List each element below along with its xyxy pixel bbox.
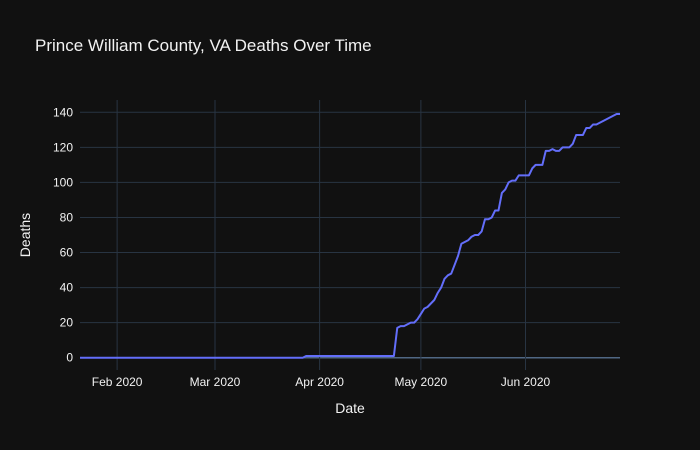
y-tick-label: 80: [60, 210, 74, 224]
y-tick-label: 100: [53, 175, 73, 189]
y-axis-label: Deaths: [17, 213, 33, 257]
x-tick-label: Jun 2020: [501, 375, 551, 389]
y-tick-label: 20: [60, 316, 74, 330]
y-tick-label: 40: [60, 281, 74, 295]
grid-layer: [80, 100, 620, 370]
y-tick-labels: 0 20 40 60 80 100 120 140: [53, 105, 73, 364]
y-tick-label: 0: [66, 351, 73, 365]
x-tick-label: Mar 2020: [190, 375, 241, 389]
x-tick-label: May 2020: [395, 375, 448, 389]
y-tick-label: 140: [53, 105, 73, 119]
x-tick-label: Feb 2020: [92, 375, 143, 389]
series-line: [80, 113, 620, 359]
x-tick-label: Apr 2020: [295, 375, 344, 389]
y-tick-label: 120: [53, 140, 73, 154]
x-axis-label: Date: [335, 400, 365, 416]
x-tick-labels: Feb 2020 Mar 2020 Apr 2020 May 2020 Jun 2020: [92, 375, 551, 389]
chart-title: Prince William County, VA Deaths Over Ti…: [35, 36, 372, 55]
y-tick-label: 60: [60, 246, 74, 260]
